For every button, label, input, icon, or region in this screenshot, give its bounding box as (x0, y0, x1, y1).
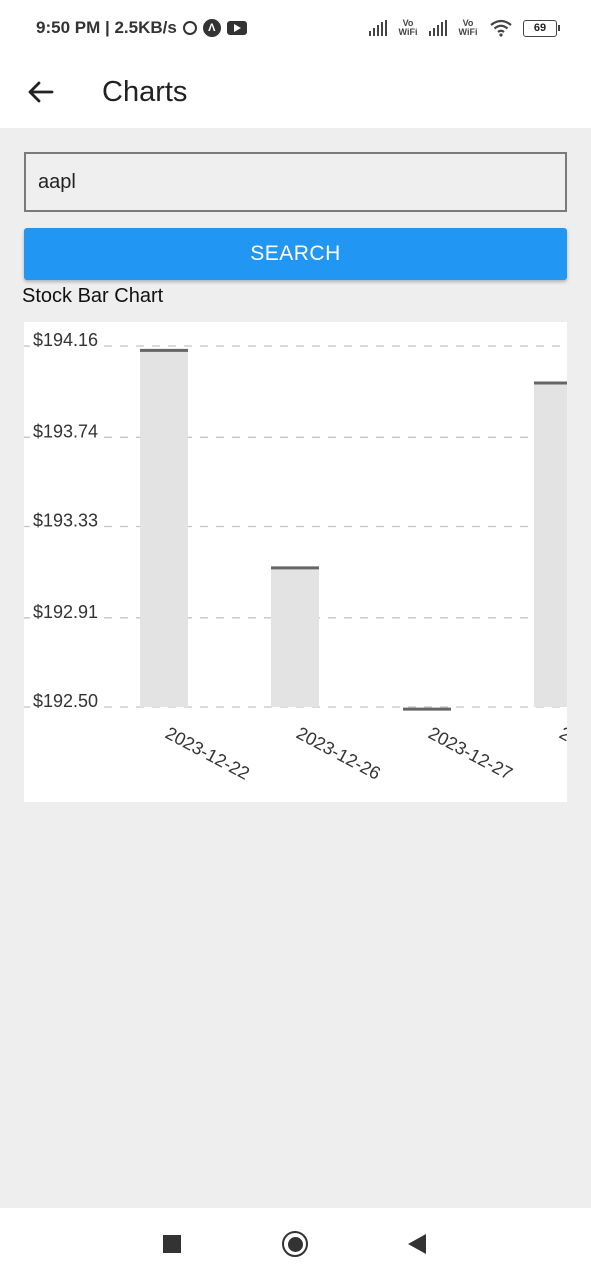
app-notification-icon: Λ (203, 19, 221, 37)
status-bar: 9:50 PM | 2.5KB/s Λ Vo WiFi Vo WiFi 69 (0, 0, 591, 56)
notification-icon (183, 21, 197, 35)
signal-icon (369, 20, 387, 36)
back-nav-button[interactable] (407, 1233, 427, 1260)
wifi-icon (489, 19, 513, 37)
home-button[interactable] (282, 1231, 308, 1257)
home-icon (288, 1237, 303, 1252)
status-time: 9:50 PM | 2.5KB/s (36, 18, 177, 38)
x-tick-label: 2023-12-26 (293, 723, 384, 784)
search-button[interactable]: SEARCH (24, 228, 567, 280)
youtube-icon (227, 21, 247, 35)
bar[interactable] (534, 383, 567, 707)
navigation-bar (0, 1208, 591, 1280)
search-input[interactable] (24, 152, 567, 212)
back-button[interactable] (20, 72, 60, 112)
vowifi-icon-2: Vo WiFi (457, 19, 479, 37)
y-tick-label: $193.74 (33, 421, 98, 441)
chart-title: Stock Bar Chart (22, 285, 163, 308)
battery-icon: 69 (523, 20, 557, 37)
vowifi-icon: Vo WiFi (397, 19, 419, 37)
recents-button[interactable] (163, 1235, 181, 1253)
chart-card: 2023-12-22 2023-12-26 2023-12-27 2023-12-28… (24, 322, 567, 802)
status-right: Vo WiFi Vo WiFi 69 (369, 19, 557, 37)
signal-icon-2 (429, 20, 447, 36)
status-left: 9:50 PM | 2.5KB/s Λ (36, 18, 247, 38)
bar[interactable] (140, 350, 188, 707)
y-tick-label: $192.91 (33, 602, 98, 622)
y-tick-label: $194.16 (33, 330, 98, 350)
y-tick-label: $192.50 (33, 691, 98, 711)
triangle-back-icon (407, 1233, 427, 1255)
page-title: Charts (102, 76, 187, 109)
app-bar: Charts (0, 56, 591, 128)
arrow-left-icon (26, 80, 54, 104)
y-tick-label: $193.33 (33, 511, 98, 531)
x-tick-label: 2023-12-27 (425, 723, 516, 784)
x-tick-label: 2023-12-28 (556, 723, 567, 784)
x-tick-label: 2023-12-22 (162, 723, 253, 784)
bar-chart: 2023-12-22 2023-12-26 2023-12-27 2023-12-28… (24, 322, 567, 802)
bar[interactable] (271, 568, 319, 707)
